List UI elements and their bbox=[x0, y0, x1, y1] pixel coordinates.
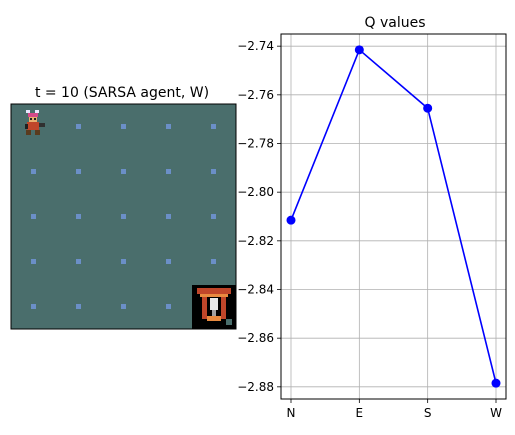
y-tick-label: −2.88 bbox=[237, 380, 274, 394]
grid-dot bbox=[121, 259, 126, 264]
data-point bbox=[354, 45, 364, 55]
y-tick-label: −2.76 bbox=[237, 88, 274, 102]
grid-dot bbox=[166, 259, 171, 264]
x-tick-label: S bbox=[424, 406, 432, 420]
grid-dot bbox=[76, 259, 81, 264]
grid-dot bbox=[76, 124, 81, 129]
goal-shrine-icon bbox=[192, 285, 236, 329]
grid-dot bbox=[166, 304, 171, 309]
grid-dot bbox=[31, 259, 36, 264]
grid-dot bbox=[211, 259, 216, 264]
grid-dot bbox=[31, 304, 36, 309]
grid-dot bbox=[211, 169, 216, 174]
grid-dots bbox=[31, 124, 216, 309]
q-values-line bbox=[290, 48, 497, 384]
plot-frame bbox=[280, 33, 507, 400]
y-tick-label: −2.80 bbox=[237, 185, 274, 199]
y-tick-label: −2.84 bbox=[237, 283, 274, 297]
grid-dot bbox=[121, 304, 126, 309]
chart-gridlines bbox=[281, 34, 506, 399]
y-tick-label: −2.78 bbox=[237, 137, 274, 151]
viking-agent-icon bbox=[25, 110, 45, 135]
grid-dot bbox=[121, 169, 126, 174]
x-tick-label: N bbox=[287, 406, 296, 420]
grid-dot bbox=[31, 169, 36, 174]
grid-dot bbox=[121, 214, 126, 219]
y-tick-label: −2.86 bbox=[237, 331, 274, 345]
grid-title: t = 10 (SARSA agent, W) bbox=[35, 85, 209, 101]
grid-dot bbox=[166, 214, 171, 219]
x-tick-label: W bbox=[490, 406, 502, 420]
grid-dot bbox=[76, 169, 81, 174]
data-point bbox=[491, 378, 501, 388]
data-point bbox=[423, 103, 433, 113]
grid-dot bbox=[211, 124, 216, 129]
y-tick-label: −2.82 bbox=[237, 234, 274, 248]
grid-dot bbox=[166, 169, 171, 174]
grid-world bbox=[10, 103, 237, 330]
x-tick-label: E bbox=[356, 406, 364, 420]
data-point bbox=[286, 215, 296, 225]
grid-dot bbox=[76, 304, 81, 309]
grid-dot bbox=[166, 124, 171, 129]
q-values-markers bbox=[286, 45, 501, 388]
grid-dot bbox=[76, 214, 81, 219]
grid-dot bbox=[31, 214, 36, 219]
chart-title: Q values bbox=[364, 15, 425, 31]
grid-dot bbox=[121, 124, 126, 129]
grid-dot bbox=[211, 214, 216, 219]
y-tick-label: −2.74 bbox=[237, 39, 274, 53]
y-axis-ticks: −2.74 −2.76 −2.78 −2.80 −2.82 −2.84 −2.86 −2.88 bbox=[237, 39, 281, 394]
q-values-plot: −2.74 −2.76 −2.78 −2.80 −2.82 −2.84 −2.86 −2.88… bbox=[237, 33, 507, 420]
